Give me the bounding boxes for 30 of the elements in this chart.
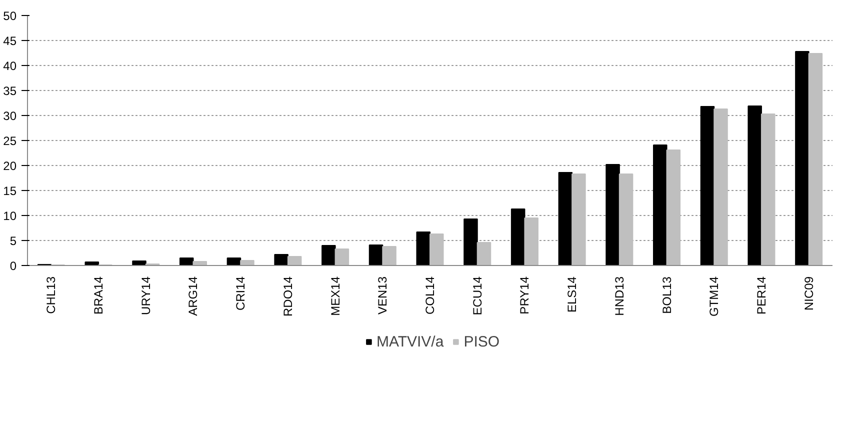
y-tick-label: 15 (3, 184, 17, 198)
legend-label: MATVIV/a (376, 333, 444, 350)
x-tick-label: GTM14 (707, 276, 722, 317)
y-tick-label: 35 (3, 84, 17, 98)
y-tick-label: 50 (3, 9, 17, 23)
x-tick-label: BOL13 (660, 276, 674, 314)
y-tick-label: 20 (3, 159, 17, 173)
y-tick-label: 5 (10, 234, 17, 248)
y-tick-label: 25 (3, 134, 17, 148)
legend-label: PISO (464, 333, 500, 350)
x-tick-label: MEX14 (328, 276, 342, 316)
y-tick-label: 10 (3, 209, 17, 223)
x-tick-label: BRA14 (92, 276, 106, 315)
x-tick-label: COL14 (423, 276, 437, 315)
x-tick-label: RDO14 (280, 276, 295, 317)
x-tick-label: CHL13 (44, 276, 58, 314)
x-tick-label: ECU14 (470, 276, 484, 316)
y-tick-label: 30 (3, 109, 17, 123)
x-tick-label: PER14 (754, 276, 768, 315)
x-tick-label: PRY14 (518, 276, 532, 314)
x-tick-label: ARG14 (186, 276, 200, 316)
x-tick-label: ELS14 (565, 276, 580, 313)
x-tick-label: CRI14 (234, 276, 248, 311)
x-tick-label: URY14 (138, 276, 153, 315)
x-tick-label: NIC09 (802, 276, 816, 311)
y-tick-label: 45 (3, 34, 17, 48)
y-tick-label: 40 (3, 59, 17, 73)
x-tick-label: VEN13 (376, 276, 390, 315)
x-tick-label: HND13 (612, 276, 626, 316)
y-tick-label: 0 (10, 259, 17, 273)
